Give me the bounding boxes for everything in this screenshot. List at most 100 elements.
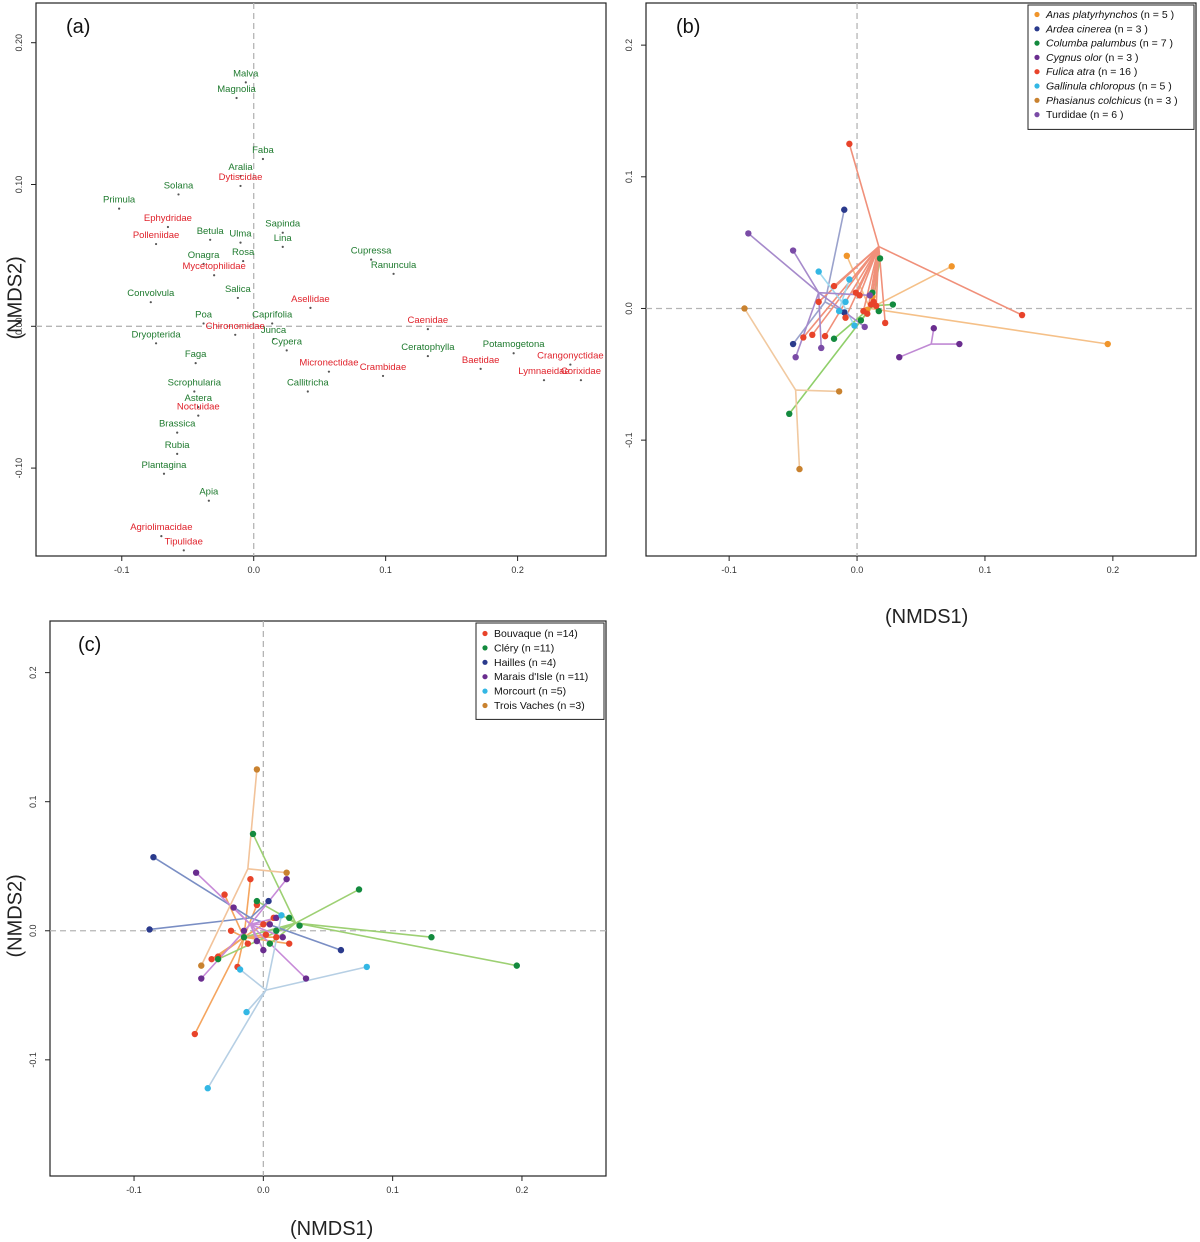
panel-b-point	[948, 263, 955, 270]
panel-c-point	[247, 875, 254, 883]
panel-a-point	[392, 272, 395, 275]
panel-b-point	[841, 206, 848, 213]
panel-b-spider-line	[794, 292, 820, 358]
panel-a-point	[244, 81, 247, 84]
panel-a-point-label: Cypera	[271, 336, 302, 347]
panel-b-frame	[645, 2, 1197, 557]
panel-a-ytick-label: 0.00	[14, 318, 24, 336]
panel-b-spider-line	[844, 246, 880, 319]
panel-c-point	[150, 853, 157, 861]
panel-b-point	[841, 309, 848, 316]
panel-a-point	[197, 414, 200, 417]
panel-b-point	[830, 335, 838, 342]
panel-b-x-axis-label: (NMDS1)	[885, 606, 969, 628]
panel-a-point-label: Crangonyctidae	[537, 351, 604, 362]
panel-b-point	[741, 305, 748, 312]
panel-a-xtick-label: 0.1	[379, 565, 392, 575]
panel-b-legend-swatch	[1034, 69, 1040, 75]
panel-b-spider-line	[802, 246, 880, 338]
panel-c-spider-line	[249, 923, 307, 980]
panel-a-point	[194, 362, 197, 365]
panel-b-point	[876, 255, 884, 262]
panel-c-spider-line	[249, 900, 270, 919]
panel-b-legend-swatch	[1034, 112, 1040, 118]
panel-a-point	[281, 245, 284, 248]
panel-c-point	[513, 962, 520, 969]
panel-c-point	[198, 975, 205, 982]
panel-b-point	[796, 465, 803, 473]
panel-c-legend-entry: Marais d'Isle (n =11)	[494, 671, 588, 683]
panel-b-point	[956, 340, 963, 348]
panel-c-spider-line	[200, 868, 249, 966]
panel-c-spider-line	[243, 879, 252, 938]
panel-a-point	[236, 296, 239, 300]
panel-b-point	[815, 298, 822, 306]
panel-b-point	[846, 276, 853, 283]
panel-a-point-label: Sapinda	[265, 219, 301, 230]
panel-a-point	[426, 354, 429, 358]
panel-a-point	[281, 231, 284, 234]
panel-b-legend-species: Ardea cinerea	[1045, 23, 1112, 35]
panel-b-legend-entry: Phasianus colchicus (n = 3 )	[1046, 95, 1178, 107]
panel-c-point	[253, 897, 261, 905]
panel-b-spider-line	[862, 246, 880, 312]
panel-c-point	[244, 940, 252, 947]
panel-c-point	[260, 921, 267, 928]
panel-a-point	[512, 352, 515, 355]
panel-a-point-label: Convolvula	[127, 288, 175, 299]
panel-b-point	[809, 331, 816, 338]
panel-b-point	[861, 323, 868, 331]
panel-a-point-label: Rosa	[232, 247, 255, 258]
panel-a-point	[154, 342, 158, 345]
panel-a-xtick-label: 0.0	[247, 565, 260, 575]
panel-b-legend-count: (n = 7 )	[1136, 38, 1172, 50]
panel-a-point-label: Agriolimacidae	[130, 522, 192, 533]
panel-a-point-label: Potamogetona	[483, 339, 546, 350]
panel-b-point	[792, 353, 799, 361]
panel-c-legend-entry: Trois Vaches (n =3)	[494, 700, 585, 712]
panel-a-point-label: Corixidae	[561, 366, 601, 377]
panel-a-point-label: Chironomidae	[206, 321, 265, 332]
panel-c-point	[273, 914, 280, 922]
panel-a-point	[542, 379, 546, 382]
panel-c-spider-line	[269, 922, 297, 945]
panel-a-point	[235, 96, 238, 100]
panel-c-spider-line	[245, 989, 267, 1013]
panel-c-point	[191, 1030, 199, 1038]
panel-a-point	[154, 242, 158, 246]
panel-c-spider-line	[247, 868, 287, 874]
panel-c-point	[240, 934, 248, 941]
panel-c-ytick-label: 0.0	[28, 925, 38, 938]
panel-a-point-label: Noctuidae	[177, 402, 220, 413]
panel-b-point	[852, 289, 859, 296]
panel-b: -0.1 0.0 0.1 0.2 -0.1 0.0 0.1 0.2 (b) Anas platyr…	[624, 2, 1197, 575]
panel-c-point	[227, 927, 235, 934]
panel-b-label: (b)	[676, 16, 700, 38]
panel-c-point	[265, 897, 272, 905]
panel-a-point	[239, 184, 242, 188]
panel-c-spider-line	[243, 922, 296, 938]
panel-c-xtick-label: 0.0	[257, 1185, 270, 1195]
panel-a-point	[166, 225, 170, 229]
panel-c-xtick-label: 0.1	[386, 1185, 399, 1195]
panel-b-legend-species: Columba palumbus	[1046, 38, 1137, 50]
panel-a-point-label: Lina	[274, 233, 293, 244]
panel-b-point	[896, 353, 903, 361]
panel-a-point-label: Dryopterida	[132, 329, 182, 340]
panel-b-spider-line	[833, 245, 880, 287]
panel-c-spider-line	[239, 968, 267, 991]
panel-c-spider-line	[252, 833, 297, 924]
panel-c-legend-entry: Bouvaque (n =14)	[494, 628, 578, 640]
panel-c-spider-line	[236, 937, 245, 968]
panel-a-point	[426, 328, 429, 331]
panel-c-xtick-label: 0.2	[516, 1185, 529, 1195]
panel-b-point	[851, 322, 858, 329]
panel-c-point	[278, 912, 285, 919]
panel-c-point	[283, 869, 290, 876]
panel-c-spider-line	[207, 989, 267, 1089]
panel-a-point	[213, 274, 216, 277]
panel-b-point	[857, 317, 865, 324]
panel-a-point-label: Crambidae	[360, 362, 406, 373]
panel-a-point	[381, 374, 385, 378]
